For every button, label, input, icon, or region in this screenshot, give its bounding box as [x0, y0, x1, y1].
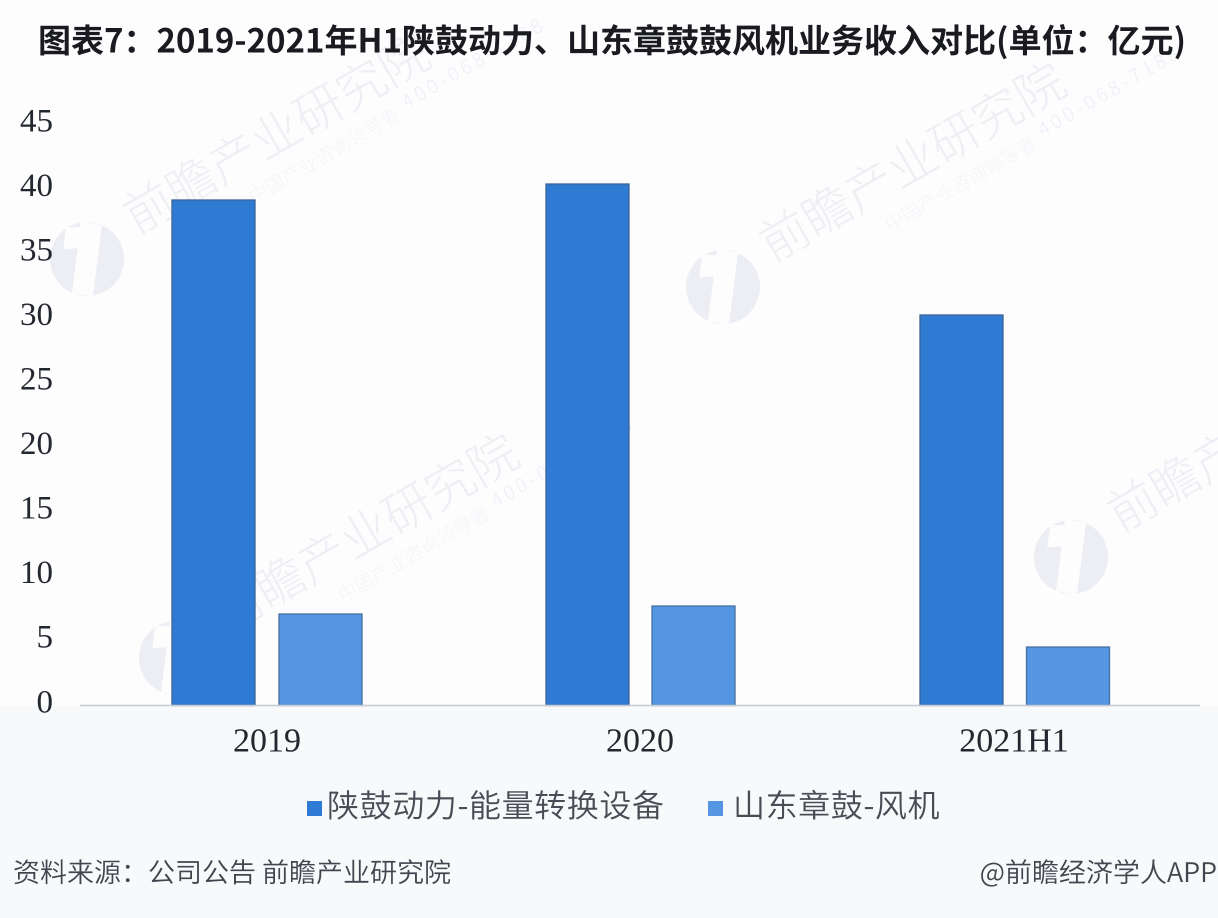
svg-text:35: 35	[20, 233, 53, 269]
svg-text:0: 0	[37, 684, 54, 720]
svg-text:5: 5	[37, 620, 54, 656]
svg-text:10: 10	[20, 555, 53, 591]
svg-text:45: 45	[20, 103, 53, 139]
svg-text:2021H1: 2021H1	[959, 723, 1069, 760]
svg-text:30: 30	[20, 297, 53, 333]
svg-text:15: 15	[20, 491, 53, 527]
svg-text:20: 20	[20, 426, 53, 462]
svg-text:2019: 2019	[233, 723, 301, 760]
svg-text:25: 25	[20, 362, 53, 398]
svg-text:2020: 2020	[606, 723, 674, 760]
svg-text:40: 40	[20, 168, 53, 204]
